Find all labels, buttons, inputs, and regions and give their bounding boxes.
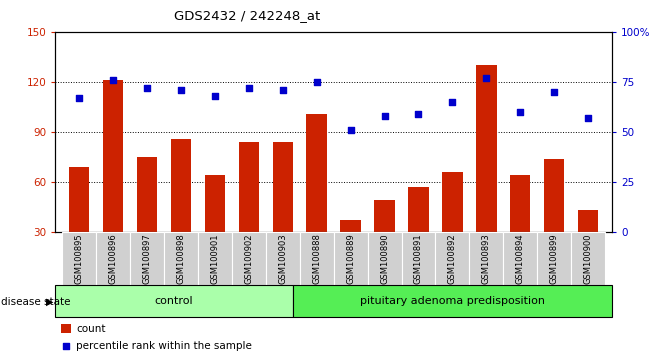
Point bbox=[413, 111, 424, 117]
Bar bbox=[266, 232, 299, 285]
Text: GSM100893: GSM100893 bbox=[482, 234, 491, 284]
Bar bbox=[436, 232, 469, 285]
Bar bbox=[510, 175, 531, 282]
Bar bbox=[333, 232, 368, 285]
Bar bbox=[299, 232, 333, 285]
Point bbox=[346, 127, 356, 133]
Bar bbox=[476, 65, 497, 282]
Bar bbox=[408, 187, 428, 282]
Bar bbox=[164, 232, 198, 285]
Bar bbox=[55, 285, 293, 317]
Bar bbox=[571, 232, 605, 285]
Text: GSM100889: GSM100889 bbox=[346, 234, 355, 284]
Bar bbox=[503, 232, 537, 285]
Bar bbox=[130, 232, 164, 285]
Bar bbox=[578, 210, 598, 282]
Bar bbox=[368, 232, 402, 285]
Text: ▶: ▶ bbox=[46, 297, 53, 307]
Point bbox=[142, 85, 152, 91]
Point bbox=[311, 79, 322, 85]
Text: pituitary adenoma predisposition: pituitary adenoma predisposition bbox=[360, 296, 545, 306]
Text: GSM100898: GSM100898 bbox=[176, 234, 186, 284]
Point bbox=[176, 87, 186, 93]
Bar bbox=[204, 175, 225, 282]
Text: GSM100901: GSM100901 bbox=[210, 234, 219, 284]
Bar bbox=[239, 142, 259, 282]
Point bbox=[515, 109, 525, 115]
Text: GSM100892: GSM100892 bbox=[448, 234, 457, 284]
Point bbox=[583, 115, 594, 121]
Bar bbox=[293, 285, 612, 317]
Bar bbox=[374, 200, 395, 282]
Bar bbox=[544, 159, 564, 282]
Text: GSM100900: GSM100900 bbox=[584, 234, 592, 284]
Text: GSM100891: GSM100891 bbox=[414, 234, 423, 284]
Bar bbox=[103, 80, 123, 282]
Bar bbox=[537, 232, 571, 285]
Bar bbox=[171, 138, 191, 282]
Text: percentile rank within the sample: percentile rank within the sample bbox=[76, 341, 253, 351]
Bar bbox=[96, 232, 130, 285]
Point bbox=[74, 95, 84, 101]
Bar bbox=[442, 172, 463, 282]
Bar bbox=[402, 232, 436, 285]
Text: control: control bbox=[155, 296, 193, 306]
Bar bbox=[340, 220, 361, 282]
Point bbox=[61, 343, 71, 349]
Bar bbox=[307, 114, 327, 282]
Bar bbox=[61, 324, 71, 333]
Point bbox=[210, 93, 220, 99]
Point bbox=[380, 113, 390, 119]
Point bbox=[549, 89, 559, 95]
Text: disease state: disease state bbox=[1, 297, 71, 307]
Point bbox=[108, 77, 118, 83]
Text: GSM100895: GSM100895 bbox=[75, 234, 83, 284]
Text: GSM100899: GSM100899 bbox=[549, 234, 559, 284]
Text: count: count bbox=[76, 324, 106, 333]
Bar bbox=[137, 157, 157, 282]
Point bbox=[277, 87, 288, 93]
Text: GSM100896: GSM100896 bbox=[109, 234, 118, 284]
Point bbox=[447, 99, 458, 105]
Text: GSM100888: GSM100888 bbox=[312, 234, 321, 284]
Bar bbox=[62, 232, 96, 285]
Text: GSM100903: GSM100903 bbox=[278, 234, 287, 284]
Bar bbox=[198, 232, 232, 285]
Point bbox=[481, 75, 492, 81]
Point bbox=[243, 85, 254, 91]
Text: GSM100897: GSM100897 bbox=[143, 234, 152, 284]
Text: GSM100902: GSM100902 bbox=[244, 234, 253, 284]
Text: GSM100894: GSM100894 bbox=[516, 234, 525, 284]
Text: GSM100890: GSM100890 bbox=[380, 234, 389, 284]
Bar bbox=[69, 167, 89, 282]
Bar bbox=[232, 232, 266, 285]
Bar bbox=[273, 142, 293, 282]
Text: GDS2432 / 242248_at: GDS2432 / 242248_at bbox=[174, 9, 320, 22]
Bar bbox=[469, 232, 503, 285]
